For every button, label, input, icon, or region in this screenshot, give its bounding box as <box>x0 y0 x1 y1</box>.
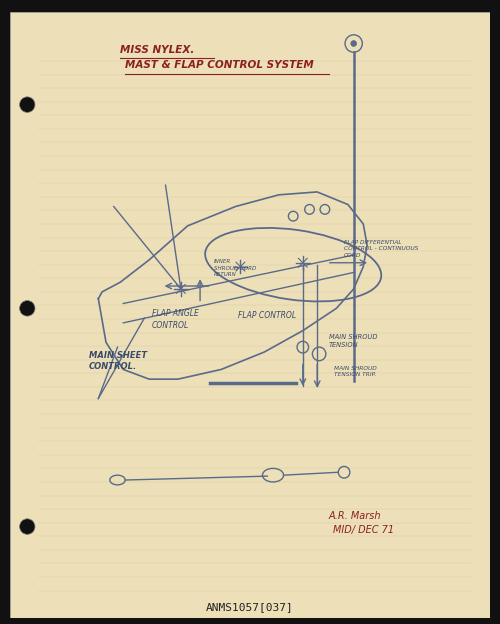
Text: MAIN SHROUD
TENSION TRIP.: MAIN SHROUD TENSION TRIP. <box>334 366 377 378</box>
Text: FLAP DIFFERENTIAL
CONTROL - CONTINUOUS
CORD: FLAP DIFFERENTIAL CONTROL - CONTINUOUS C… <box>344 240 418 258</box>
Circle shape <box>20 97 35 112</box>
Text: MAIN SHROUD
TENSION: MAIN SHROUD TENSION <box>328 334 377 348</box>
Text: FLAP ANGLE
CONTROL: FLAP ANGLE CONTROL <box>152 309 199 329</box>
Circle shape <box>20 301 35 316</box>
Text: MAST & FLAP CONTROL SYSTEM: MAST & FLAP CONTROL SYSTEM <box>125 60 314 70</box>
Text: INNER
SHROUD CORD
RETURN: INNER SHROUD CORD RETURN <box>214 259 256 277</box>
Text: ANMS1057[037]: ANMS1057[037] <box>206 602 294 612</box>
Text: A.R. Marsh: A.R. Marsh <box>328 511 381 521</box>
Circle shape <box>351 41 356 46</box>
Text: MID/ DEC 71: MID/ DEC 71 <box>332 525 394 535</box>
Circle shape <box>20 519 35 534</box>
Text: MISS NYLEX.: MISS NYLEX. <box>120 45 195 55</box>
Text: MAIN SHEET
CONTROL.: MAIN SHEET CONTROL. <box>88 351 147 371</box>
Text: FLAP CONTROL: FLAP CONTROL <box>238 311 296 320</box>
